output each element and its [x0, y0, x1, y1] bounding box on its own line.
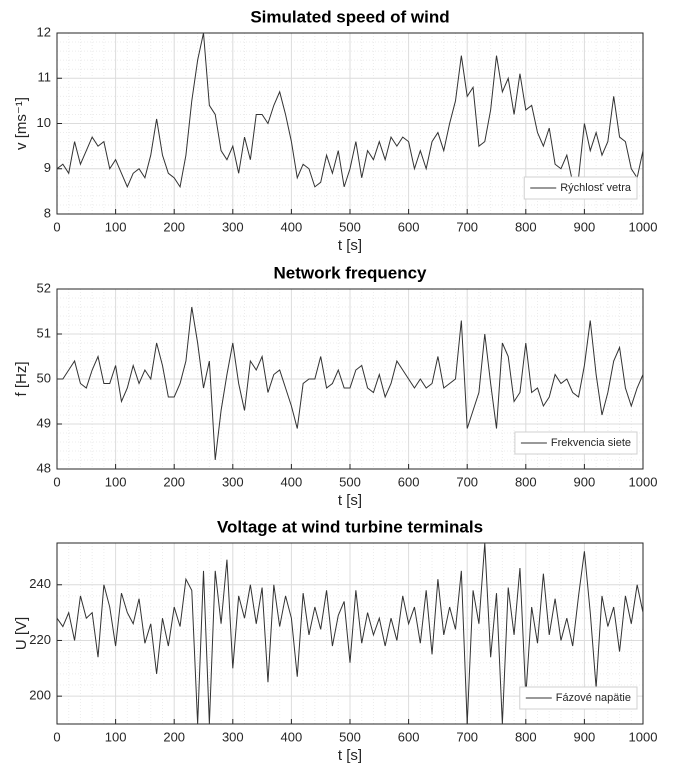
x-tick-label: 400	[281, 219, 303, 234]
x-axis-label: t [s]	[338, 237, 362, 254]
y-tick-label: 50	[37, 370, 51, 385]
x-tick-label: 700	[456, 729, 478, 744]
legend: Rýchlosť vetra	[523, 176, 638, 200]
y-axis-label: U [V]	[13, 617, 30, 650]
x-tick-label: 100	[105, 219, 127, 234]
chart-title: Simulated speed of wind	[250, 7, 449, 26]
x-tick-label: 300	[222, 729, 244, 744]
legend-label: Frekvencia siete	[551, 437, 631, 449]
x-tick-label: 1000	[629, 474, 658, 489]
data-line	[56, 542, 644, 725]
y-tick-label: 48	[37, 460, 51, 475]
x-tick-label: 600	[398, 219, 420, 234]
legend-box	[523, 176, 638, 200]
x-tick-label: 600	[398, 729, 420, 744]
y-tick-label: 51	[37, 325, 51, 340]
x-tick-label: 0	[53, 219, 60, 234]
x-tick-label: 900	[574, 219, 596, 234]
x-tick-label: 100	[105, 729, 127, 744]
x-tick-label: 700	[456, 219, 478, 234]
x-tick-label: 800	[515, 219, 537, 234]
y-tick-label: 200	[29, 688, 51, 703]
legend: Fázové napätie	[519, 686, 638, 710]
axes-box	[56, 32, 644, 215]
x-tick-label: 1000	[629, 219, 658, 234]
x-tick-label: 300	[222, 219, 244, 234]
x-tick-label: 600	[398, 474, 420, 489]
x-axis-label: t [s]	[338, 492, 362, 509]
x-tick-label: 200	[163, 729, 185, 744]
y-tick-label: 52	[37, 280, 51, 295]
x-tick-label: 200	[163, 474, 185, 489]
y-tick-label: 8	[44, 205, 51, 220]
chart-title: Voltage at wind turbine terminals	[217, 517, 483, 536]
legend: Frekvencia siete	[514, 431, 638, 455]
x-tick-label: 300	[222, 474, 244, 489]
y-tick-label: 9	[44, 160, 51, 175]
x-tick-label: 0	[53, 474, 60, 489]
x-tick-label: 500	[339, 729, 361, 744]
y-tick-label: 240	[29, 576, 51, 591]
y-tick-label: 220	[29, 632, 51, 647]
x-tick-label: 400	[281, 729, 303, 744]
x-tick-label: 200	[163, 219, 185, 234]
x-tick-label: 400	[281, 474, 303, 489]
y-axis-label: v [ms⁻¹]	[13, 97, 30, 150]
data-line	[56, 32, 644, 189]
x-tick-label: 700	[456, 474, 478, 489]
x-tick-label: 500	[339, 219, 361, 234]
data-line	[57, 306, 644, 461]
y-tick-label: 49	[37, 415, 51, 430]
y-tick-label: 12	[37, 24, 51, 39]
y-tick-label: 11	[38, 70, 52, 85]
y-axis-label: f [Hz]	[13, 361, 30, 396]
x-tick-label: 0	[53, 729, 60, 744]
legend-box	[519, 686, 638, 710]
x-tick-label: 800	[515, 729, 537, 744]
y-tick-label: 10	[37, 115, 51, 130]
x-tick-label: 500	[339, 474, 361, 489]
axes-box	[56, 542, 644, 725]
x-tick-label: 900	[574, 474, 596, 489]
x-tick-label: 100	[105, 474, 127, 489]
legend-box	[514, 431, 638, 455]
chart-title: Network frequency	[273, 263, 427, 282]
x-tick-label: 900	[574, 729, 596, 744]
x-tick-label: 1000	[629, 729, 658, 744]
legend-label: Fázové napätie	[556, 692, 631, 704]
x-axis-label: t [s]	[338, 747, 362, 764]
legend-label: Rýchlosť vetra	[560, 182, 632, 194]
x-tick-label: 800	[515, 474, 537, 489]
